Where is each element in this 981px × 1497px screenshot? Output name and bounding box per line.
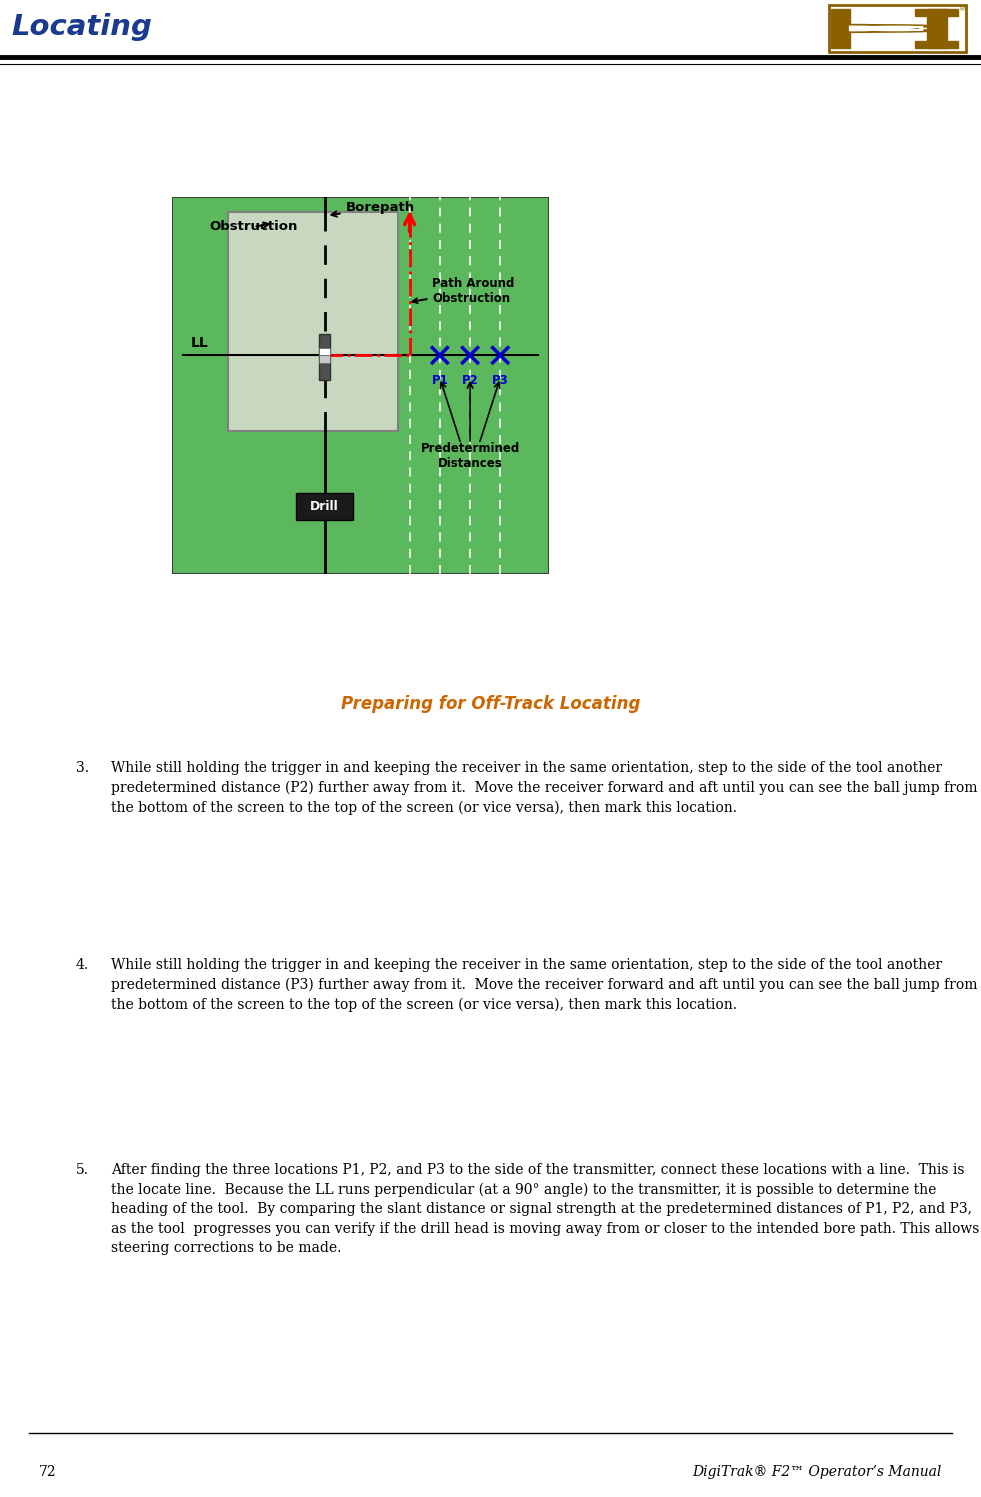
Bar (320, 355, 330, 362)
Text: After finding the three locations P1, P2, and P3 to the side of the transmitter,: After finding the three locations P1, P2… (111, 1163, 979, 1254)
Text: Preparing for Off-Track Locating: Preparing for Off-Track Locating (340, 695, 641, 713)
Wedge shape (857, 27, 923, 30)
Wedge shape (850, 25, 889, 31)
Text: ®: ® (959, 7, 966, 13)
Text: Borepath: Borepath (332, 202, 415, 217)
Text: Obstruction: Obstruction (210, 220, 298, 234)
Wedge shape (850, 24, 918, 33)
Text: 3.: 3. (76, 760, 89, 775)
Text: DigiTrak® F2™ Operator’s Manual: DigiTrak® F2™ Operator’s Manual (693, 1466, 942, 1479)
Bar (320, 349, 330, 355)
Text: Path Around
Obstruction: Path Around Obstruction (413, 277, 515, 305)
Text: P2: P2 (462, 374, 479, 388)
Text: Drill: Drill (310, 500, 339, 513)
Bar (229, 211, 398, 431)
Text: 72: 72 (39, 1466, 57, 1479)
Bar (320, 334, 330, 380)
Bar (829, 4, 966, 52)
Bar (915, 40, 958, 48)
Text: P3: P3 (491, 374, 508, 388)
Text: 5.: 5. (76, 1163, 89, 1177)
Bar (831, 9, 850, 48)
Text: LL: LL (190, 335, 208, 350)
Text: Locating: Locating (12, 13, 153, 42)
Wedge shape (833, 25, 942, 31)
Text: P1: P1 (432, 374, 448, 388)
Text: While still holding the trigger in and keeping the receiver in the same orientat: While still holding the trigger in and k… (111, 958, 977, 1012)
Bar (296, 493, 353, 519)
Text: While still holding the trigger in and keeping the receiver in the same orientat: While still holding the trigger in and k… (111, 760, 977, 814)
Text: Predetermined
Distances: Predetermined Distances (421, 442, 520, 470)
Bar (915, 9, 958, 16)
Bar (927, 9, 947, 48)
Text: 4.: 4. (76, 958, 89, 973)
